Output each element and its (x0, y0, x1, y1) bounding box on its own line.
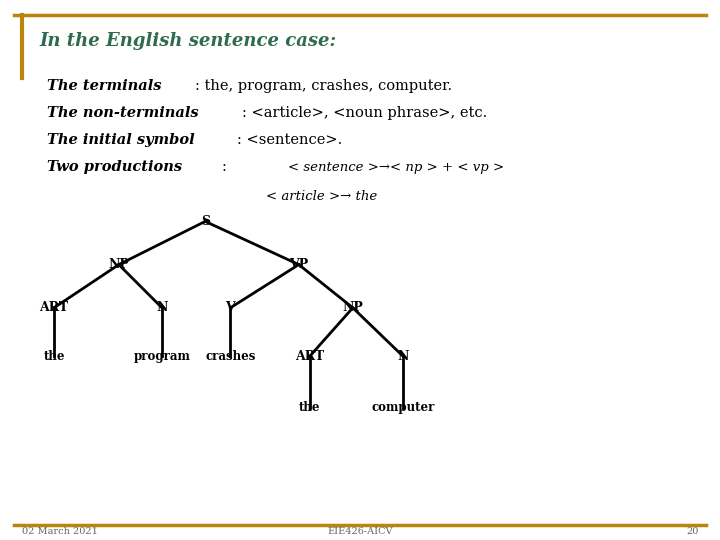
Text: < sentence >→< np > + < vp >: < sentence >→< np > + < vp > (288, 161, 504, 174)
Text: : the, program, crashes, computer.: : the, program, crashes, computer. (194, 79, 451, 93)
Text: S: S (201, 215, 210, 228)
Text: The terminals: The terminals (47, 79, 161, 93)
Text: the: the (43, 350, 65, 363)
Text: V: V (225, 301, 235, 314)
Text: Two productions: Two productions (47, 160, 182, 174)
Text: The initial symbol: The initial symbol (47, 133, 194, 147)
Text: In the English sentence case:: In the English sentence case: (40, 31, 337, 50)
Text: < article >→ the: < article >→ the (266, 190, 378, 202)
Text: N: N (397, 350, 409, 363)
Text: : <article>, <noun phrase>, etc.: : <article>, <noun phrase>, etc. (243, 106, 487, 120)
Text: EIE426-AICV: EIE426-AICV (328, 528, 392, 536)
Text: VP: VP (289, 258, 308, 271)
Text: ART: ART (295, 350, 324, 363)
Text: NP: NP (343, 301, 363, 314)
Text: : <sentence>.: : <sentence>. (238, 133, 343, 147)
Text: 02 March 2021: 02 March 2021 (22, 528, 97, 536)
Text: NP: NP (109, 258, 129, 271)
Text: N: N (156, 301, 168, 314)
Text: the: the (299, 401, 320, 414)
Text: 20: 20 (686, 528, 698, 536)
Text: program: program (134, 350, 190, 363)
Text: :: : (221, 160, 226, 174)
Text: crashes: crashes (205, 350, 256, 363)
Text: The non-terminals: The non-terminals (47, 106, 199, 120)
Text: ART: ART (40, 301, 68, 314)
Text: computer: computer (372, 401, 435, 414)
